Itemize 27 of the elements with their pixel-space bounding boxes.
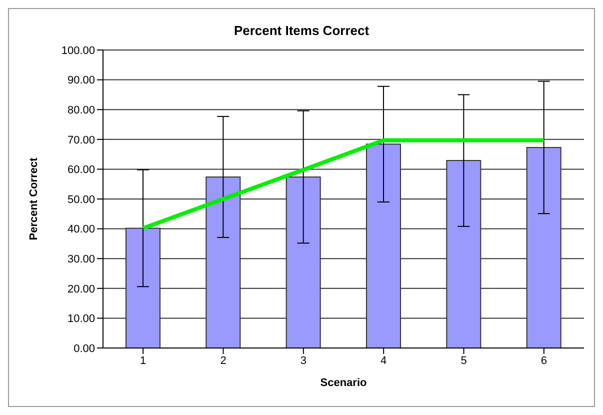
bar xyxy=(206,176,241,348)
y-axis-title: Percent Correct xyxy=(28,157,40,240)
y-tick-label: 0.00 xyxy=(74,342,95,355)
bar xyxy=(366,144,401,348)
x-tick-label: 5 xyxy=(460,354,467,367)
bar xyxy=(526,146,562,348)
y-tick-label: 100.00 xyxy=(61,44,95,57)
line-series xyxy=(141,138,546,230)
y-tick-label: 20.00 xyxy=(67,283,95,296)
chart-title: Percent Items Correct xyxy=(232,23,370,38)
y-tick-label: 60.00 xyxy=(67,164,95,176)
y-tick-label: 40.00 xyxy=(67,224,95,236)
x-tick-label: 6 xyxy=(540,354,547,367)
x-tick-label: 3 xyxy=(300,354,306,367)
y-tick-label: 80.00 xyxy=(67,104,95,117)
y-tick-label: 90.00 xyxy=(67,74,95,87)
bar xyxy=(126,228,160,348)
x-tick-label: 4 xyxy=(380,354,387,367)
y-tick-label: 10.00 xyxy=(67,313,95,326)
x-tick-label: 2 xyxy=(220,354,226,367)
bar xyxy=(446,160,482,348)
x-tick-label: 1 xyxy=(140,354,146,367)
bar xyxy=(286,176,321,348)
y-tick-label: 50.00 xyxy=(67,194,95,206)
y-tick-label: 70.00 xyxy=(67,134,95,146)
x-axis-title: Scenario xyxy=(320,377,368,389)
y-tick-label: 30.00 xyxy=(67,254,95,266)
